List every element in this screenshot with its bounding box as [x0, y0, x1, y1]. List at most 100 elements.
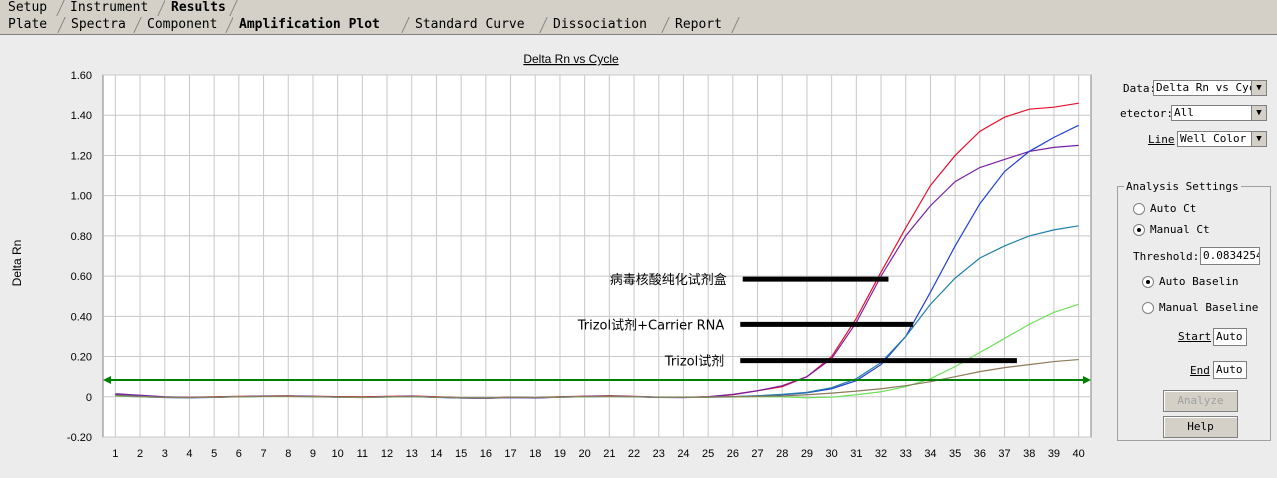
x-tick-label: 14: [430, 448, 442, 460]
x-tick-label: 13: [406, 448, 418, 460]
annotation-label: Trizol试剂+Carrier RNA: [577, 318, 725, 333]
results-tab-row: Plate Spectra Component Amplification Plot S…: [0, 17, 1277, 35]
annotation-label: 病毒核酸纯化试剂盒: [610, 272, 727, 288]
tab-dissociation[interactable]: Dissociation: [553, 17, 647, 32]
detector-select[interactable]: All ▼: [1171, 105, 1267, 121]
start-input[interactable]: Auto: [1213, 328, 1247, 346]
chevron-down-icon[interactable]: ▼: [1251, 132, 1266, 146]
y-tick-label: 0.80: [71, 231, 92, 243]
series-line-6: [115, 358, 1079, 399]
auto-ct-radio[interactable]: [1133, 203, 1145, 215]
threshold-input[interactable]: 0.0834254: [1200, 247, 1260, 265]
x-tick-label: 34: [924, 448, 936, 460]
x-tick-label: 20: [579, 448, 591, 460]
x-tick-label: 27: [751, 448, 763, 460]
x-tick-label: 5: [211, 448, 217, 460]
x-tick-label: 36: [974, 448, 986, 460]
annotations: 病毒核酸纯化试剂盒 Trizol试剂+Carrier RNA Trizol试剂: [577, 272, 1017, 370]
end-input[interactable]: Auto: [1213, 361, 1247, 379]
x-tick-label: 19: [554, 448, 566, 460]
x-tick-label: 24: [677, 448, 689, 460]
x-tick-label: 30: [826, 448, 838, 460]
manual-ct-radio[interactable]: [1133, 224, 1145, 236]
help-button[interactable]: Help: [1163, 416, 1238, 438]
chart-title: Delta Rn vs Cycle: [523, 52, 619, 66]
x-tick-label: 38: [1023, 448, 1035, 460]
analysis-settings-title: Analysis Settings: [1124, 180, 1241, 193]
chevron-down-icon[interactable]: ▼: [1251, 106, 1266, 120]
start-label: Start: [1178, 330, 1212, 343]
y-tick-label: 0.20: [71, 352, 92, 364]
tab-plate[interactable]: Plate: [8, 17, 48, 32]
data-select[interactable]: Delta Rn vs Cycl ▼: [1153, 80, 1267, 96]
x-tick-label: 22: [628, 448, 640, 460]
threshold-label: Threshold:: [1133, 250, 1200, 263]
x-tick-label: 7: [260, 448, 266, 460]
x-tick-label: 3: [162, 448, 168, 460]
x-tick-label: 6: [236, 448, 242, 460]
plot-area: [102, 74, 1092, 438]
tab-standard-curve[interactable]: Standard Curve: [415, 17, 525, 32]
tab-report[interactable]: Report: [675, 17, 722, 32]
threshold-right-arrow-icon: [1083, 376, 1091, 384]
y-tick-label: -0.20: [67, 432, 92, 444]
y-tick-label: 1.40: [71, 110, 92, 122]
y-tick-labels: 1.60 1.40 1.20 1.00 0.80 0.60 0.40 0.20 0 -0.20: [67, 70, 92, 444]
tab-instrument[interactable]: Instrument: [70, 0, 149, 15]
x-tick-label: 16: [480, 448, 492, 460]
x-tick-label: 29: [801, 448, 813, 460]
x-tick-label: 17: [504, 448, 516, 460]
x-tick-labels: 1 2 3 4 5 6 7 8 9 10 11 12 13 14 15 16 17 18 19 20 21 22 23 24 2…: [112, 448, 1084, 460]
x-tick-label: 4: [186, 448, 192, 460]
x-tick-label: 10: [332, 448, 344, 460]
x-tick-label: 35: [949, 448, 961, 460]
x-tick-label: 40: [1073, 448, 1085, 460]
data-series: [115, 102, 1079, 399]
x-tick-label: 28: [776, 448, 788, 460]
analyze-button[interactable]: Analyze: [1163, 390, 1238, 412]
manual-ct-label: Manual Ct: [1150, 223, 1210, 236]
tab-amplification-plot[interactable]: Amplification Plot: [233, 17, 409, 33]
x-tick-label: 9: [310, 448, 316, 460]
x-tick-label: 33: [900, 448, 912, 460]
x-tick-label: 23: [653, 448, 665, 460]
x-tick-label: 8: [285, 448, 291, 460]
data-label: Data:: [1123, 82, 1157, 95]
tab-results[interactable]: Results: [165, 0, 237, 16]
tab-component[interactable]: Component: [147, 17, 218, 32]
x-tick-label: 18: [529, 448, 541, 460]
end-label: End: [1190, 364, 1210, 377]
x-tick-label: 32: [875, 448, 887, 460]
tab-setup[interactable]: Setup: [8, 0, 48, 15]
line-label: Line: [1148, 133, 1175, 146]
x-tick-label: 31: [850, 448, 862, 460]
x-tick-label: 12: [381, 448, 393, 460]
x-tick-label: 37: [998, 448, 1010, 460]
x-tick-label: 25: [702, 448, 714, 460]
threshold-left-arrow-icon: [103, 376, 111, 384]
tab-spectra[interactable]: Spectra: [71, 17, 126, 32]
y-tick-label: 1.00: [71, 191, 92, 203]
amplification-chart: Delta Rn vs Cycle Delta Rn 1.601.401.201…: [10, 52, 1092, 460]
x-tick-label: 39: [1048, 448, 1060, 460]
manual-baseline-radio[interactable]: [1142, 302, 1154, 314]
x-tick-label: 11: [357, 448, 368, 460]
y-tick-label: 0.60: [71, 271, 92, 283]
line-color-select[interactable]: Well Color ▼: [1177, 131, 1267, 147]
auto-baseline-radio[interactable]: [1142, 276, 1154, 288]
x-tick-label: 2: [137, 448, 143, 460]
main-tab-row: Setup Instrument Results: [0, 0, 1277, 18]
auto-ct-label: Auto Ct: [1150, 202, 1197, 215]
y-tick-label: 0.40: [71, 311, 92, 323]
detector-label: etector:: [1120, 107, 1173, 120]
x-tick-label: 1: [112, 448, 118, 460]
x-tick-label: 26: [727, 448, 739, 460]
chevron-down-icon[interactable]: ▼: [1251, 81, 1266, 95]
annotation-label: Trizol试剂: [664, 355, 724, 370]
threshold-line: [103, 376, 1091, 384]
y-tick-label: 1.60: [71, 70, 92, 82]
auto-baseline-label: Auto Baselin: [1159, 275, 1239, 288]
y-tick-label: 0: [86, 392, 92, 404]
y-tick-label: 1.20: [71, 150, 92, 162]
x-tick-label: 21: [603, 448, 615, 460]
